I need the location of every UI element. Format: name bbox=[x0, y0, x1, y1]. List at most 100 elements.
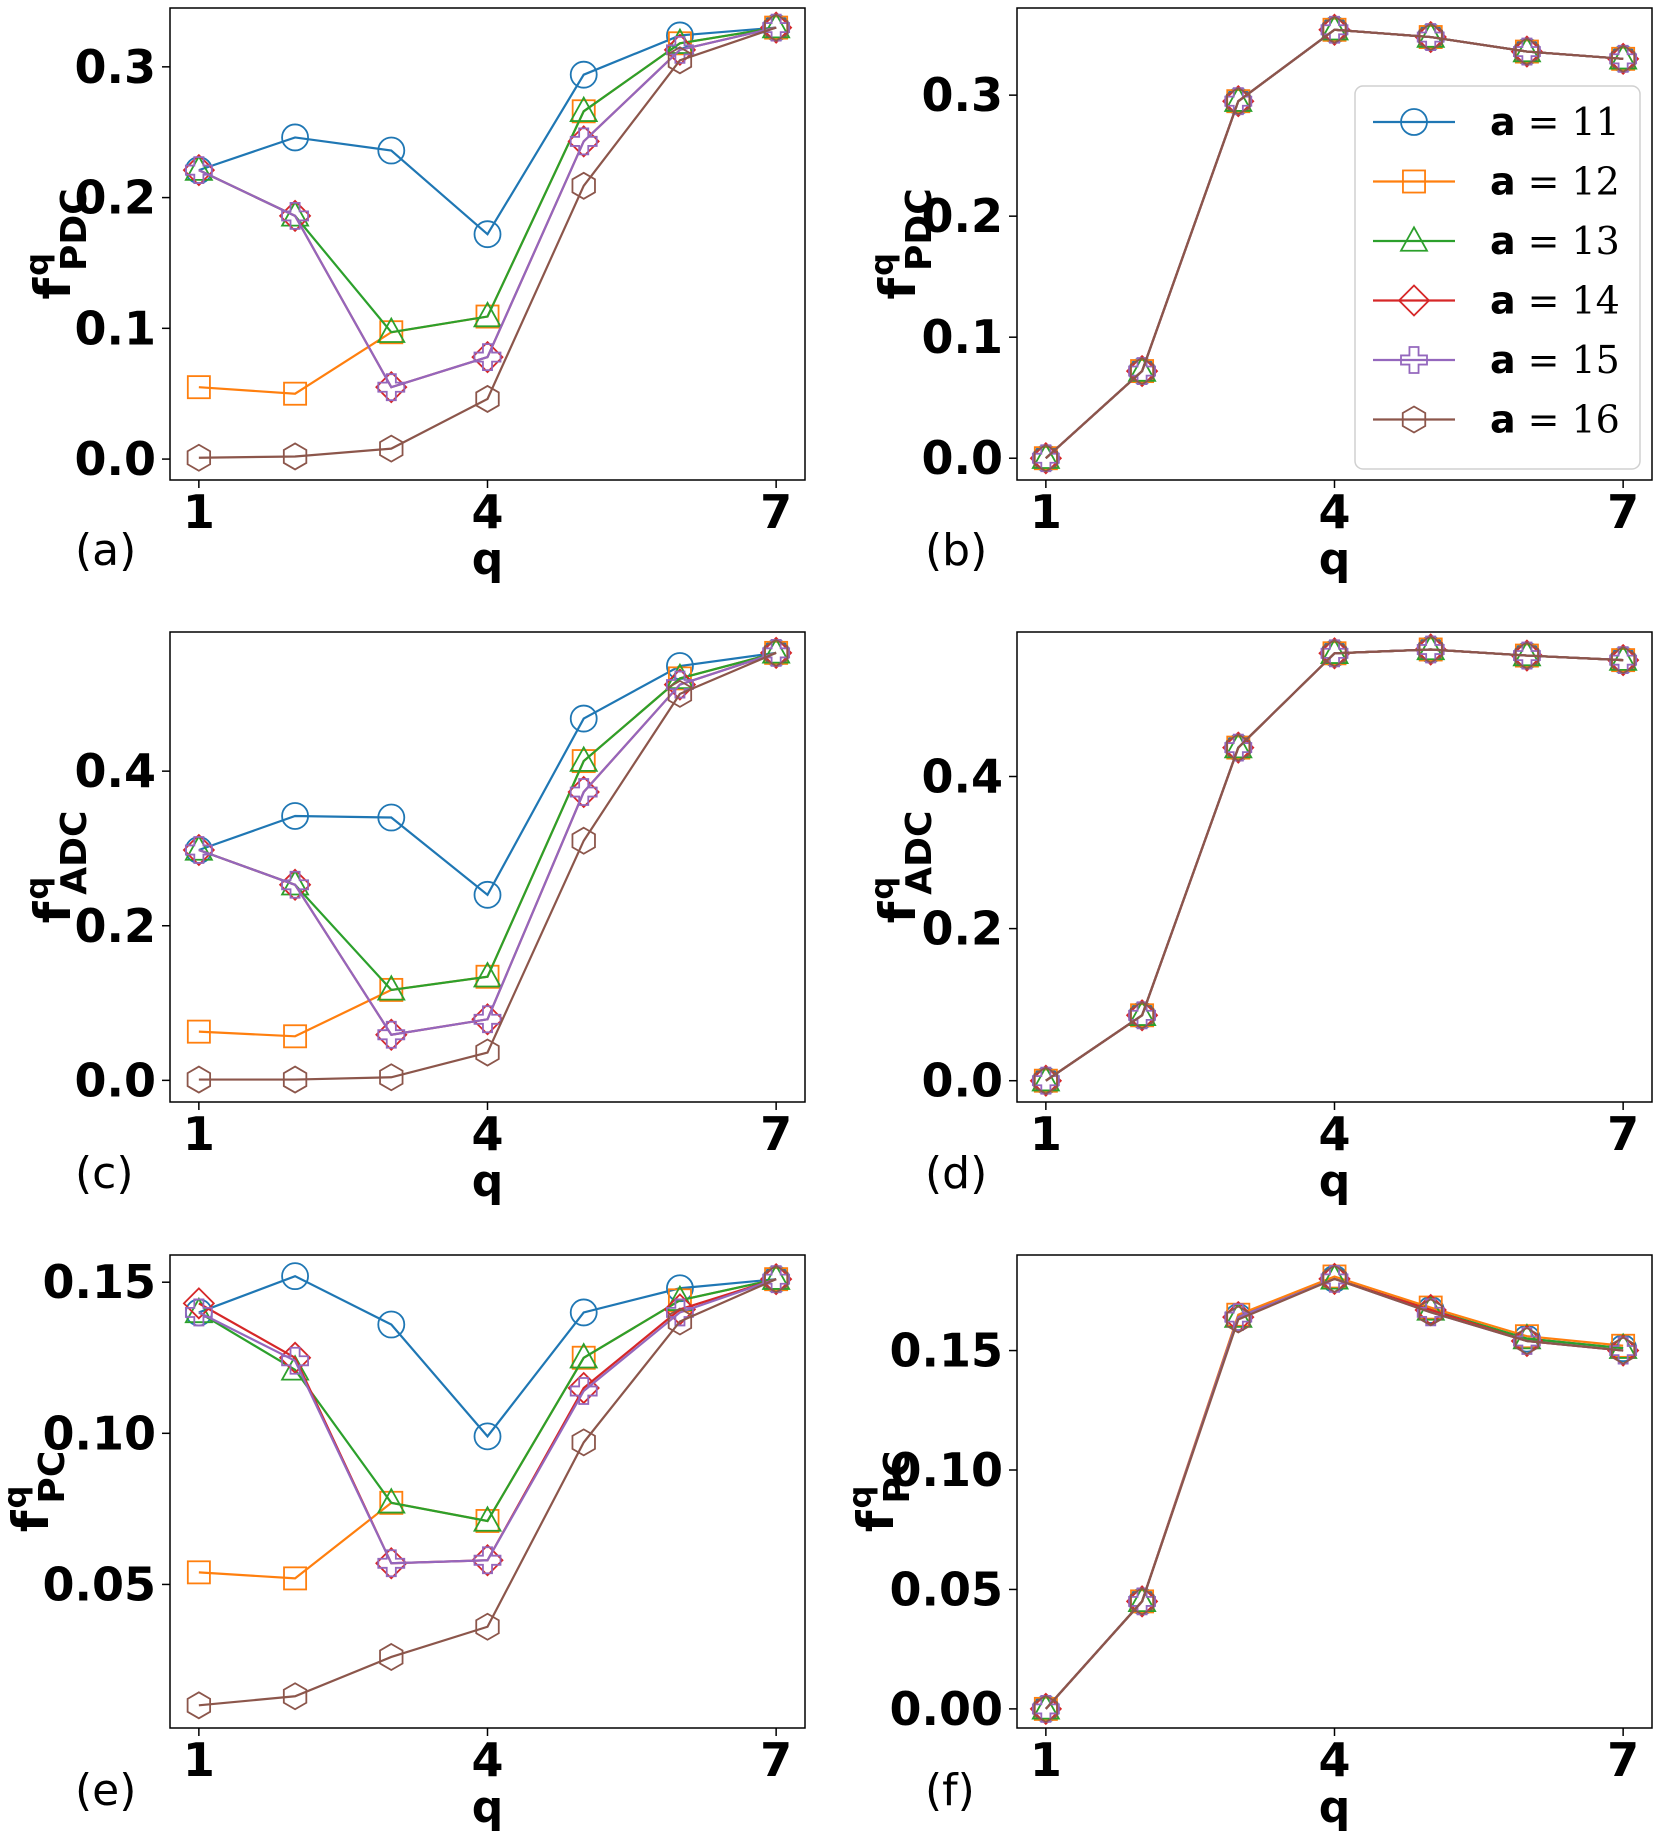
data-point bbox=[666, 35, 694, 64]
series-a-16 bbox=[186, 13, 789, 472]
y-tick-label: 0.0 bbox=[75, 432, 157, 486]
x-tick-label: 1 bbox=[183, 485, 215, 539]
data-point bbox=[377, 1549, 406, 1578]
data-point bbox=[667, 46, 693, 75]
panel-label: (b) bbox=[925, 525, 987, 576]
data-point bbox=[571, 749, 596, 774]
data-point bbox=[473, 343, 502, 371]
data-point bbox=[1322, 15, 1347, 44]
series-line bbox=[198, 1278, 777, 1523]
data-point bbox=[569, 778, 598, 806]
data-point bbox=[472, 301, 503, 328]
data-point bbox=[1608, 644, 1638, 671]
data-point bbox=[282, 1682, 308, 1711]
y-tick-label: 0.2 bbox=[75, 899, 157, 953]
series-a-15 bbox=[184, 1265, 791, 1578]
x-tick-label: 7 bbox=[1607, 1733, 1639, 1787]
data-point bbox=[475, 384, 500, 413]
data-point bbox=[475, 964, 500, 989]
legend-value: 15 bbox=[1572, 338, 1620, 382]
y-axis-label: fqADC bbox=[18, 811, 95, 924]
data-point bbox=[1608, 43, 1638, 70]
x-tick-label: 4 bbox=[1318, 1733, 1350, 1787]
data-point bbox=[1033, 444, 1059, 473]
data-point bbox=[1610, 646, 1636, 675]
legend-item: a = 16 bbox=[1373, 398, 1620, 442]
data-point bbox=[475, 1038, 500, 1067]
y-tick-label: 0.05 bbox=[890, 1562, 1004, 1616]
data-point bbox=[377, 136, 406, 165]
data-point bbox=[762, 13, 791, 42]
y-label-superscript: q bbox=[18, 877, 56, 900]
data-point bbox=[281, 123, 309, 152]
data-point bbox=[1033, 1066, 1059, 1095]
data-point bbox=[1610, 1336, 1636, 1365]
data-point bbox=[569, 1377, 598, 1405]
y-label-subscript: PDC bbox=[54, 188, 95, 271]
data-point bbox=[184, 836, 213, 864]
legend-equals: = bbox=[1528, 398, 1560, 442]
data-point bbox=[280, 1354, 310, 1381]
x-tick-label: 1 bbox=[183, 1107, 215, 1161]
data-point bbox=[571, 99, 596, 124]
y-tick-label: 0.2 bbox=[75, 171, 157, 225]
x-tick-label: 1 bbox=[1030, 1733, 1062, 1787]
series-line bbox=[198, 651, 777, 1036]
legend-label: a = 16 bbox=[1490, 398, 1620, 442]
y-tick-label: 0.2 bbox=[922, 189, 1004, 243]
legend-marker bbox=[1400, 108, 1428, 136]
data-point bbox=[667, 1307, 693, 1336]
data-point bbox=[1319, 1263, 1350, 1290]
data-point bbox=[1514, 641, 1540, 670]
y-label-subscript: ADC bbox=[899, 811, 940, 895]
data-point bbox=[761, 1263, 791, 1290]
data-point bbox=[377, 1020, 406, 1049]
data-point bbox=[1226, 87, 1251, 116]
data-point bbox=[1512, 640, 1542, 667]
y-tick-label: 0.05 bbox=[43, 1557, 157, 1611]
data-point bbox=[1610, 44, 1636, 73]
data-point bbox=[376, 1487, 406, 1514]
y-tick-label: 0.15 bbox=[890, 1324, 1004, 1378]
series-line bbox=[198, 26, 777, 389]
data-point bbox=[571, 826, 596, 855]
data-point bbox=[667, 31, 692, 56]
y-tick-label: 0.1 bbox=[75, 301, 157, 355]
data-point bbox=[1322, 1264, 1347, 1293]
y-axis-label: fqPDC bbox=[863, 188, 940, 299]
y-axis-label: fqADC bbox=[863, 811, 940, 924]
legend-equals: = bbox=[1528, 100, 1560, 144]
data-point bbox=[186, 443, 212, 472]
y-label-main: f bbox=[847, 1509, 905, 1532]
data-point bbox=[666, 21, 694, 50]
data-point bbox=[475, 304, 500, 329]
legend-label: a = 14 bbox=[1490, 279, 1620, 323]
data-point bbox=[1033, 1694, 1059, 1723]
data-point bbox=[186, 375, 211, 400]
data-point bbox=[182, 1287, 216, 1320]
x-axis-label: q bbox=[472, 1782, 504, 1833]
data-point bbox=[379, 977, 404, 1002]
data-point bbox=[475, 1509, 500, 1533]
data-point bbox=[379, 1642, 404, 1672]
data-point bbox=[1416, 635, 1445, 664]
x-axis-label: q bbox=[1319, 1156, 1351, 1207]
plot-frame bbox=[169, 1254, 806, 1729]
plot-frame bbox=[169, 7, 806, 481]
data-point bbox=[475, 1612, 500, 1641]
plot-frame bbox=[1016, 631, 1653, 1103]
x-tick-label: 1 bbox=[1030, 1107, 1062, 1161]
legend-equals: = bbox=[1528, 160, 1560, 204]
data-point bbox=[1129, 357, 1155, 386]
plot-frame bbox=[169, 631, 806, 1103]
y-axis-label: fqPDC bbox=[18, 188, 95, 299]
x-axis-label: q bbox=[472, 534, 504, 585]
legend-value: 14 bbox=[1572, 279, 1620, 323]
data-point bbox=[1320, 639, 1349, 668]
y-axis-label: fqPC bbox=[0, 1451, 73, 1532]
data-point bbox=[762, 638, 791, 667]
data-point bbox=[1416, 23, 1445, 51]
